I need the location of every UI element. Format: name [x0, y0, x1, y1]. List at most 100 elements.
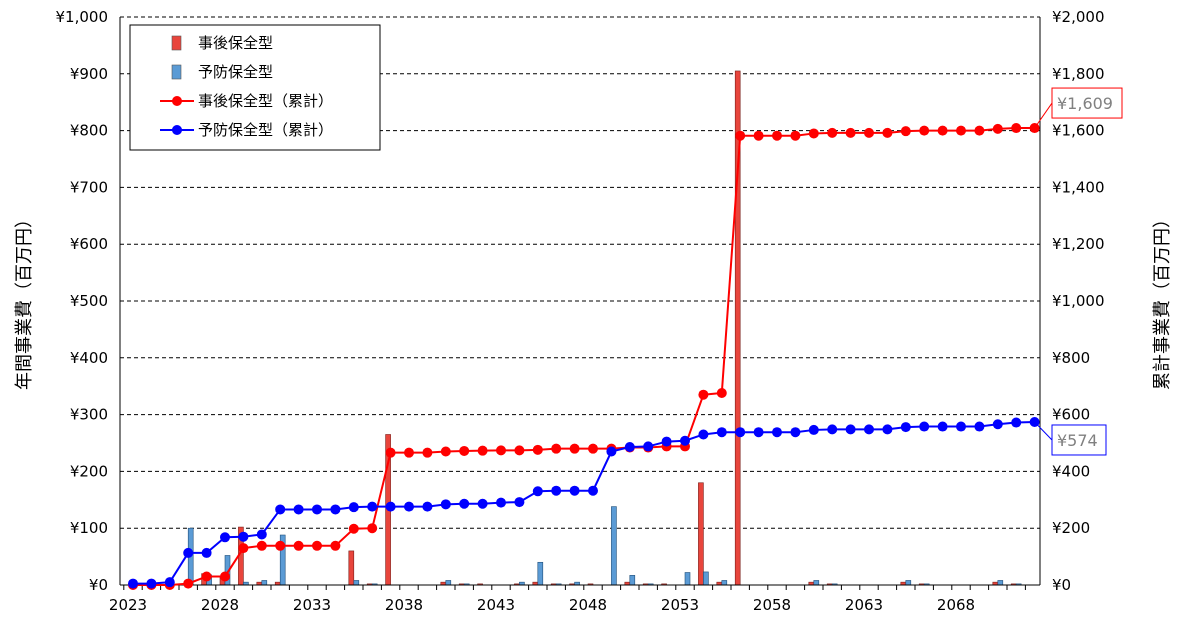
callout-box	[1051, 424, 1107, 456]
point-事後保全型（累計）	[440, 446, 451, 457]
point-予防保全型（累計）	[569, 485, 580, 496]
line-予防保全型（累計）	[133, 420, 1035, 585]
axes	[119, 17, 1041, 590]
x-tick-label: 2033	[293, 596, 331, 614]
point-予防保全型（累計）	[882, 424, 893, 435]
point-予防保全型（累計）	[698, 429, 709, 440]
point-予防保全型（累計）	[716, 427, 727, 438]
point-予防保全型（累計）	[753, 427, 764, 438]
point-事後保全型（累計）	[956, 125, 966, 136]
legend-swatch	[171, 64, 182, 80]
point-事後保全型（累計）	[1011, 123, 1022, 134]
point-予防保全型（累計）	[238, 531, 249, 542]
bar-予防保全型	[703, 571, 709, 586]
point-予防保全型（累計）	[477, 498, 488, 509]
cumulative-lines	[128, 123, 1040, 590]
point-事後保全型（累計）	[753, 130, 764, 141]
bar-予防保全型	[537, 561, 544, 586]
point-予防保全型（累計）	[790, 427, 801, 438]
y2-tick-label: ¥1,600	[1052, 122, 1105, 140]
legend-label: 事後保全型（累計）	[198, 92, 333, 110]
callout-label: ¥574	[1057, 431, 1098, 450]
point-予防保全型（累計）	[256, 529, 267, 540]
legend-marker	[172, 125, 182, 135]
point-予防保全型（累計）	[606, 446, 617, 457]
x-tick-label: 2068	[937, 596, 975, 614]
point-予防保全型（累計）	[201, 547, 212, 558]
legend-label: 予防保全型	[198, 63, 273, 81]
point-予防保全型（累計）	[275, 504, 286, 515]
point-事後保全型（累計）	[514, 445, 525, 456]
point-事後保全型（累計）	[569, 443, 580, 454]
point-事後保全型（累計）	[735, 130, 746, 141]
point-事後保全型（累計）	[477, 445, 488, 456]
y2-tick-label: ¥200	[1052, 519, 1090, 537]
point-事後保全型（累計）	[532, 444, 543, 455]
bar-事後保全型	[348, 550, 355, 586]
point-事後保全型（累計）	[312, 540, 322, 551]
point-事後保全型（累計）	[201, 571, 212, 582]
y-tick-label: ¥400	[70, 349, 108, 367]
point-事後保全型（累計）	[385, 447, 396, 458]
point-予防保全型（累計）	[735, 427, 746, 438]
point-予防保全型（累計）	[680, 435, 690, 446]
bar-予防保全型	[611, 506, 617, 586]
point-事後保全型（累計）	[919, 125, 930, 136]
x-tick-label: 2028	[201, 596, 239, 614]
bar-予防保全型	[261, 580, 268, 586]
point-事後保全型（累計）	[974, 125, 985, 136]
y-tick-label: ¥1,000	[56, 8, 109, 26]
bar-予防保全型	[629, 575, 636, 586]
point-予防保全型（累計）	[312, 504, 322, 515]
point-予防保全型（累計）	[293, 504, 304, 515]
x-tick-label: 2063	[845, 596, 883, 614]
point-予防保全型（累計）	[496, 497, 506, 508]
point-事後保全型（累計）	[275, 540, 286, 551]
point-予防保全型（累計）	[348, 502, 359, 513]
line-事後保全型（累計）	[133, 127, 1035, 586]
y2-tick-label: ¥0	[1052, 576, 1071, 594]
point-事後保全型（累計）	[459, 445, 470, 456]
y2-tick-label: ¥1,000	[1052, 292, 1105, 310]
point-事後保全型（累計）	[992, 123, 1003, 134]
y2-tick-label: ¥1,800	[1052, 65, 1105, 83]
point-事後保全型（累計）	[238, 543, 249, 554]
point-予防保全型（累計）	[440, 499, 451, 510]
tick-labels: ¥0 ¥100 ¥200 ¥300 ¥400 ¥500 ¥600 ¥700 ¥800 ¥900 ¥1…	[56, 8, 1105, 614]
y-tick-label: ¥700	[70, 178, 108, 196]
point-予防保全型（累計）	[808, 424, 819, 435]
point-事後保全型（累計）	[808, 128, 819, 139]
callouts: ¥1,609 ¥574	[1034, 87, 1123, 456]
point-事後保全型（累計）	[772, 130, 782, 141]
point-予防保全型（累計）	[864, 424, 874, 435]
y2-tick-label: ¥1,400	[1052, 178, 1105, 196]
point-予防保全型（累計）	[532, 486, 543, 497]
bar-予防保全型	[445, 580, 452, 586]
x-tick-label: 2058	[753, 596, 791, 614]
point-予防保全型（累計）	[367, 501, 378, 512]
y-tick-label: ¥200	[70, 462, 108, 480]
bar-予防保全型	[353, 580, 360, 586]
point-予防保全型（累計）	[661, 436, 672, 447]
point-事後保全型（累計）	[496, 445, 506, 456]
point-予防保全型（累計）	[404, 501, 414, 512]
point-予防保全型（累計）	[459, 498, 470, 509]
point-予防保全型（累計）	[643, 441, 654, 452]
x-tick-label: 2038	[385, 596, 423, 614]
legend-label: 事後保全型	[198, 34, 273, 52]
legend-swatch	[171, 35, 182, 51]
y-tick-label: ¥900	[70, 65, 108, 83]
x-tick-label: 2043	[477, 596, 515, 614]
point-予防保全型（累計）	[514, 497, 525, 508]
point-事後保全型（累計）	[183, 578, 194, 589]
point-事後保全型（累計）	[348, 523, 359, 534]
y2-tick-label: ¥800	[1052, 349, 1090, 367]
point-予防保全型（累計）	[164, 577, 175, 588]
point-予防保全型（累計）	[330, 504, 341, 515]
point-予防保全型（累計）	[937, 421, 948, 432]
point-事後保全型（累計）	[716, 388, 727, 399]
bar-予防保全型	[813, 580, 820, 586]
point-予防保全型（累計）	[992, 419, 1003, 430]
